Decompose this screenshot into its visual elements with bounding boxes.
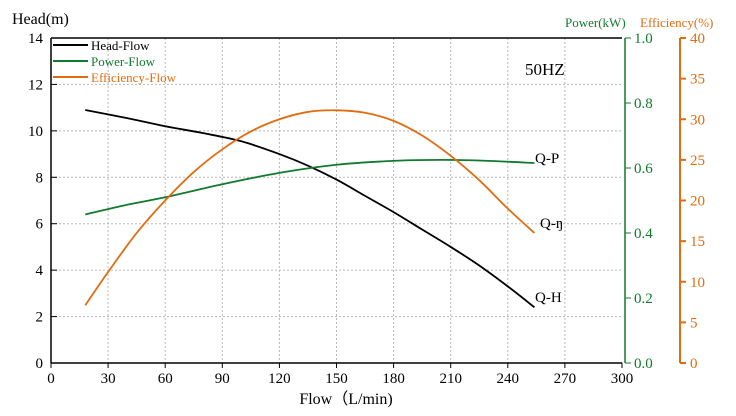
y-axis-power-label: Power(kW) [565, 15, 626, 30]
y-efficiency-tick-label: 25 [690, 153, 705, 169]
curve-label: Q-P [535, 151, 559, 167]
y-left-tick-label: 14 [28, 31, 44, 47]
y-power-tick-label: 0.0 [634, 356, 653, 372]
x-tick-label: 300 [611, 371, 634, 387]
y-efficiency-tick-label: 35 [690, 72, 705, 88]
y-left-tick-label: 6 [36, 217, 44, 233]
y-left-tick-label: 8 [36, 170, 44, 186]
y-left-tick-label: 10 [28, 124, 43, 140]
x-tick-label: 240 [497, 371, 520, 387]
y-axis-left-label: Head(m) [12, 11, 69, 28]
curve-label: Q-H [535, 290, 562, 306]
y-left-tick-label: 4 [36, 263, 44, 279]
y-efficiency-tick-label: 30 [690, 112, 705, 128]
x-tick-label: 60 [158, 371, 173, 387]
y-efficiency-tick-label: 20 [690, 194, 705, 210]
y-axis-efficiency-label: Efficiency(%) [640, 15, 713, 30]
y-left-tick-label: 12 [28, 77, 43, 93]
legend-entry: Head-Flow [91, 38, 150, 53]
y-efficiency-tick-label: 40 [690, 31, 705, 47]
frequency-annotation: 50HZ [525, 60, 565, 79]
y-left-tick-label: 0 [36, 356, 44, 372]
y-power-tick-label: 0.8 [634, 96, 653, 112]
x-tick-label: 150 [325, 371, 348, 387]
y-left-tick-label: 2 [36, 310, 44, 326]
series-line-head-flow [85, 109, 536, 308]
y-power-tick-label: 0.6 [634, 161, 653, 177]
y-efficiency-tick-label: 0 [690, 356, 698, 372]
legend-entry: Efficiency-Flow [91, 70, 177, 85]
x-tick-label: 0 [47, 371, 55, 387]
y-efficiency-tick-label: 15 [690, 234, 705, 250]
x-tick-label: 180 [382, 371, 405, 387]
y-efficiency-tick-label: 5 [690, 315, 698, 331]
x-tick-label: 120 [268, 371, 291, 387]
x-tick-label: 270 [554, 371, 577, 387]
curve-label: Q-ŋ [540, 216, 563, 232]
x-tick-label: 30 [101, 371, 116, 387]
x-tick-label: 210 [439, 371, 462, 387]
y-power-tick-label: 1.0 [634, 31, 653, 47]
y-power-tick-label: 0.2 [634, 291, 653, 307]
y-power-tick-label: 0.4 [634, 226, 653, 242]
x-tick-label: 90 [215, 371, 230, 387]
series-line-efficiency-flow [84, 109, 536, 306]
series-line-power-flow [85, 158, 535, 216]
x-axis-label: Flow（L/min) [299, 390, 392, 408]
legend-entry: Power-Flow [91, 54, 156, 69]
y-efficiency-tick-label: 10 [690, 275, 705, 291]
